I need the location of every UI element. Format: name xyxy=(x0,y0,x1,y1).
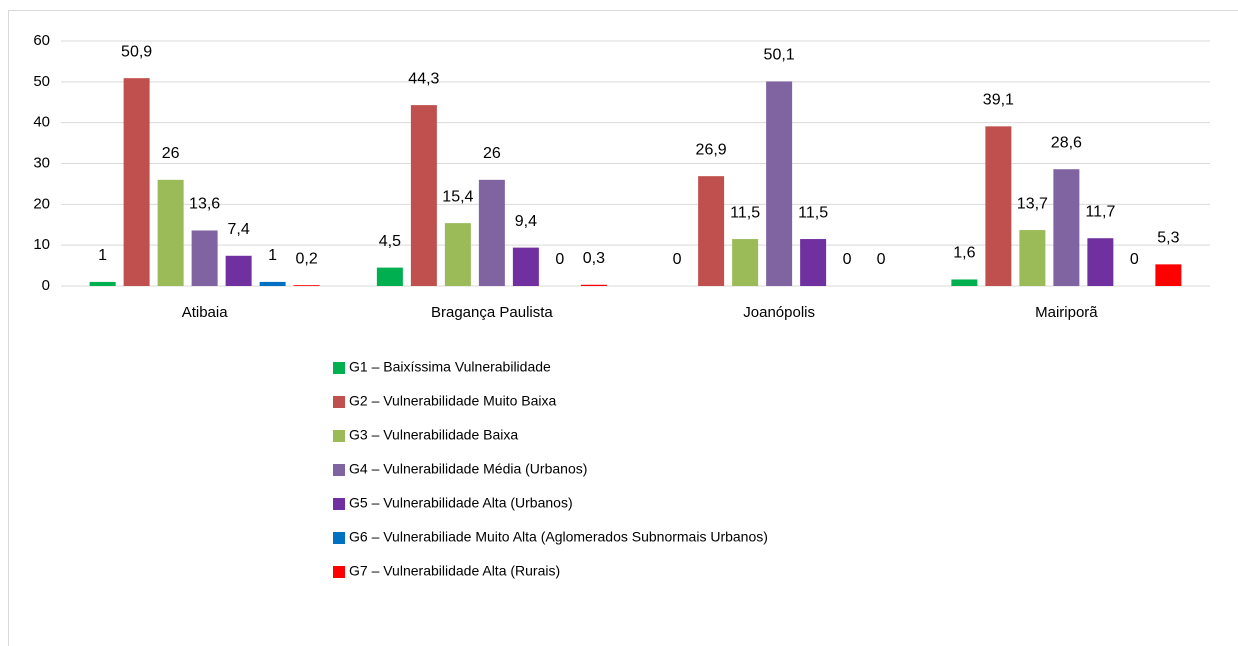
value-label: 4,5 xyxy=(379,233,401,250)
bar xyxy=(123,78,150,287)
value-label: 13,6 xyxy=(189,196,220,213)
bar xyxy=(191,230,218,286)
legend-swatch xyxy=(333,396,345,408)
value-label: 0 xyxy=(1130,251,1139,268)
value-label: 26 xyxy=(162,145,180,162)
bar xyxy=(376,267,403,286)
legend-swatch xyxy=(333,498,345,510)
bar xyxy=(698,176,725,286)
value-label: 0 xyxy=(555,251,564,268)
value-label: 39,1 xyxy=(983,92,1014,109)
value-label: 13,7 xyxy=(1017,195,1048,212)
y-tick-label: 40 xyxy=(33,114,50,131)
bar xyxy=(732,239,759,286)
legend-label: G4 – Vulnerabilidade Média (Urbanos) xyxy=(349,461,587,477)
x-tick-label: Bragança Paulista xyxy=(431,304,553,321)
bar xyxy=(951,279,978,286)
x-tick-label: Joanópolis xyxy=(743,304,815,321)
y-tick-label: 20 xyxy=(33,195,50,212)
bar xyxy=(89,281,116,286)
legend-swatch xyxy=(333,362,345,374)
x-tick-label: Mairiporã xyxy=(1035,304,1098,321)
value-label: 1 xyxy=(268,247,277,264)
value-label: 0,2 xyxy=(296,250,318,267)
value-label: 0 xyxy=(843,251,852,268)
value-label: 26 xyxy=(483,145,501,162)
bar xyxy=(580,284,607,286)
value-label: 1,6 xyxy=(953,245,975,262)
bar xyxy=(225,255,252,286)
bar xyxy=(1053,169,1080,286)
value-label: 11,5 xyxy=(798,204,828,221)
value-label: 7,4 xyxy=(228,221,250,238)
bar xyxy=(259,281,286,286)
legend-label: G5 – Vulnerabilidade Alta (Urbanos) xyxy=(349,495,573,511)
bar xyxy=(444,223,471,286)
value-label: 5,3 xyxy=(1157,230,1179,247)
value-label: 28,6 xyxy=(1051,134,1082,151)
bar xyxy=(293,285,320,286)
value-label: 15,4 xyxy=(442,188,473,205)
legend-label: G2 – Vulnerabilidade Muito Baixa xyxy=(349,393,556,409)
bar xyxy=(800,239,827,286)
value-label: 26,9 xyxy=(696,141,727,158)
y-tick-label: 60 xyxy=(33,32,50,49)
value-label: 0 xyxy=(877,251,886,268)
bar xyxy=(1019,230,1046,286)
bar xyxy=(1155,264,1182,286)
bar xyxy=(766,81,793,286)
value-label: 11,7 xyxy=(1085,203,1115,220)
value-label: 1 xyxy=(98,247,107,264)
bar xyxy=(985,126,1012,286)
x-tick-label: Atibaia xyxy=(182,304,229,321)
bar xyxy=(410,105,437,286)
value-label: 50,9 xyxy=(121,43,152,60)
legend-swatch xyxy=(333,430,345,442)
bar xyxy=(1087,238,1114,286)
value-label: 11,5 xyxy=(730,204,760,221)
value-label: 0 xyxy=(673,251,682,268)
y-tick-label: 10 xyxy=(33,236,50,253)
legend-label: G3 – Vulnerabilidade Baixa xyxy=(349,427,518,443)
legend-label: G1 – Baixíssima Vulnerabilidade xyxy=(349,359,551,375)
value-label: 50,1 xyxy=(764,47,795,64)
y-tick-label: 50 xyxy=(33,73,50,90)
bar xyxy=(478,179,505,286)
legend-swatch xyxy=(333,464,345,476)
legend-label: G6 – Vulnerabiliade Muito Alta (Aglomera… xyxy=(349,529,768,545)
y-tick-label: 0 xyxy=(42,277,50,294)
legend-swatch xyxy=(333,566,345,578)
value-label: 44,3 xyxy=(408,70,439,87)
chart-frame xyxy=(8,10,1238,646)
value-label: 9,4 xyxy=(515,213,537,230)
legend-label: G7 – Vulnerabilidade Alta (Rurais) xyxy=(349,563,560,579)
bar xyxy=(157,179,184,286)
bar xyxy=(512,247,539,286)
value-label: 0,3 xyxy=(583,250,605,267)
y-tick-label: 30 xyxy=(33,154,50,171)
legend-swatch xyxy=(333,532,345,544)
